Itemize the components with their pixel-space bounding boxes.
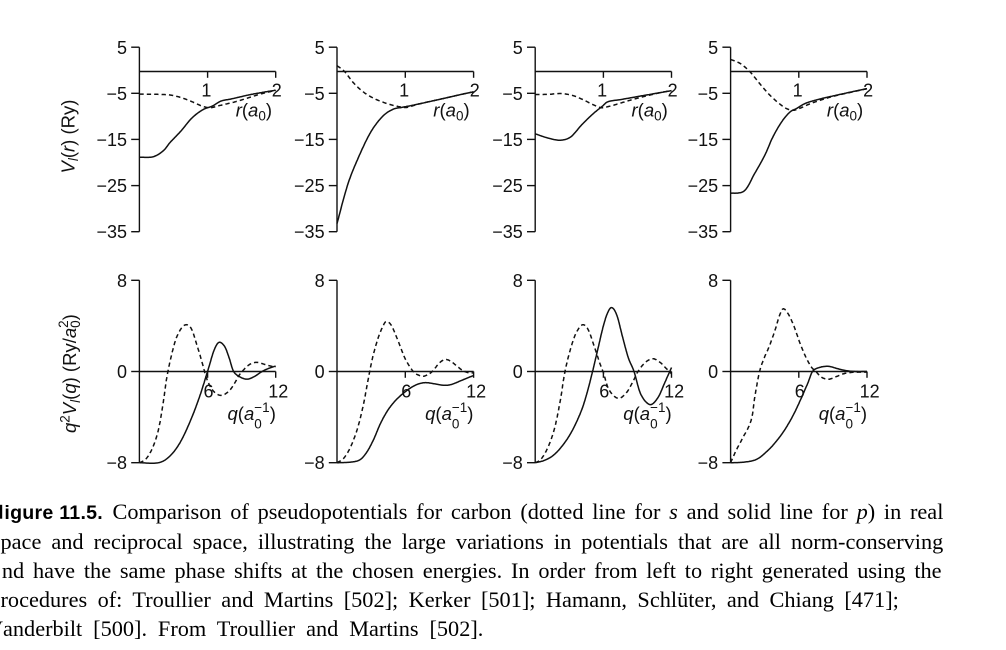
svg-text:q(a0−1): q(a0−1)	[819, 400, 867, 432]
svg-text:2: 2	[272, 80, 282, 100]
svg-text:5: 5	[708, 38, 718, 58]
svg-text:5: 5	[315, 38, 325, 58]
svg-text:0: 0	[513, 362, 523, 382]
svg-text:−15: −15	[492, 130, 523, 150]
svg-text:2: 2	[470, 80, 480, 100]
svg-text:−15: −15	[96, 130, 127, 150]
svg-text:−35: −35	[96, 222, 127, 242]
svg-text:−8: −8	[502, 453, 523, 473]
svg-text:q(a0−1): q(a0−1)	[425, 400, 473, 432]
svg-text:Vl(r) (Ry): Vl(r) (Ry)	[57, 100, 81, 174]
svg-text:2: 2	[668, 80, 678, 100]
svg-text:5: 5	[513, 38, 523, 58]
svg-text:r(a0): r(a0)	[632, 99, 668, 123]
svg-text:−5: −5	[698, 84, 719, 104]
svg-text:r(a0): r(a0)	[827, 99, 863, 123]
svg-text:r(a0): r(a0)	[236, 99, 272, 123]
svg-text:1: 1	[201, 80, 211, 100]
svg-text:−25: −25	[688, 176, 719, 196]
svg-text:0: 0	[708, 362, 718, 382]
svg-text:1: 1	[793, 80, 803, 100]
svg-text:12: 12	[860, 382, 880, 402]
svg-text:−35: −35	[688, 222, 719, 242]
svg-text:8: 8	[513, 271, 523, 291]
svg-text:−8: −8	[304, 453, 325, 473]
svg-text:2: 2	[863, 80, 873, 100]
svg-text:8: 8	[117, 271, 127, 291]
svg-text:−8: −8	[698, 453, 719, 473]
svg-text:0: 0	[117, 362, 127, 382]
svg-text:−5: −5	[304, 84, 325, 104]
svg-text:1: 1	[597, 80, 607, 100]
svg-text:−5: −5	[502, 84, 523, 104]
svg-text:q(a0−1): q(a0−1)	[623, 400, 671, 432]
svg-text:−5: −5	[106, 84, 127, 104]
svg-text:−25: −25	[294, 176, 325, 196]
svg-text:−15: −15	[294, 130, 325, 150]
svg-text:12: 12	[268, 382, 288, 402]
svg-text:1: 1	[399, 80, 409, 100]
svg-text:q2Vl(q) (Ry/a02): q2Vl(q) (Ry/a02)	[56, 314, 83, 433]
svg-text:0: 0	[315, 362, 325, 382]
svg-text:8: 8	[708, 271, 718, 291]
svg-text:12: 12	[664, 382, 684, 402]
svg-text:6: 6	[795, 382, 805, 402]
svg-text:5: 5	[117, 38, 127, 58]
svg-text:12: 12	[466, 382, 486, 402]
svg-text:−8: −8	[106, 453, 127, 473]
svg-text:6: 6	[599, 382, 609, 402]
svg-text:−35: −35	[294, 222, 325, 242]
svg-text:8: 8	[315, 271, 325, 291]
svg-text:6: 6	[203, 382, 213, 402]
svg-text:−35: −35	[492, 222, 523, 242]
svg-text:−25: −25	[96, 176, 127, 196]
svg-text:−25: −25	[492, 176, 523, 196]
svg-text:q(a0−1): q(a0−1)	[228, 400, 276, 432]
svg-text:r(a0): r(a0)	[433, 99, 469, 123]
svg-text:−15: −15	[688, 130, 719, 150]
